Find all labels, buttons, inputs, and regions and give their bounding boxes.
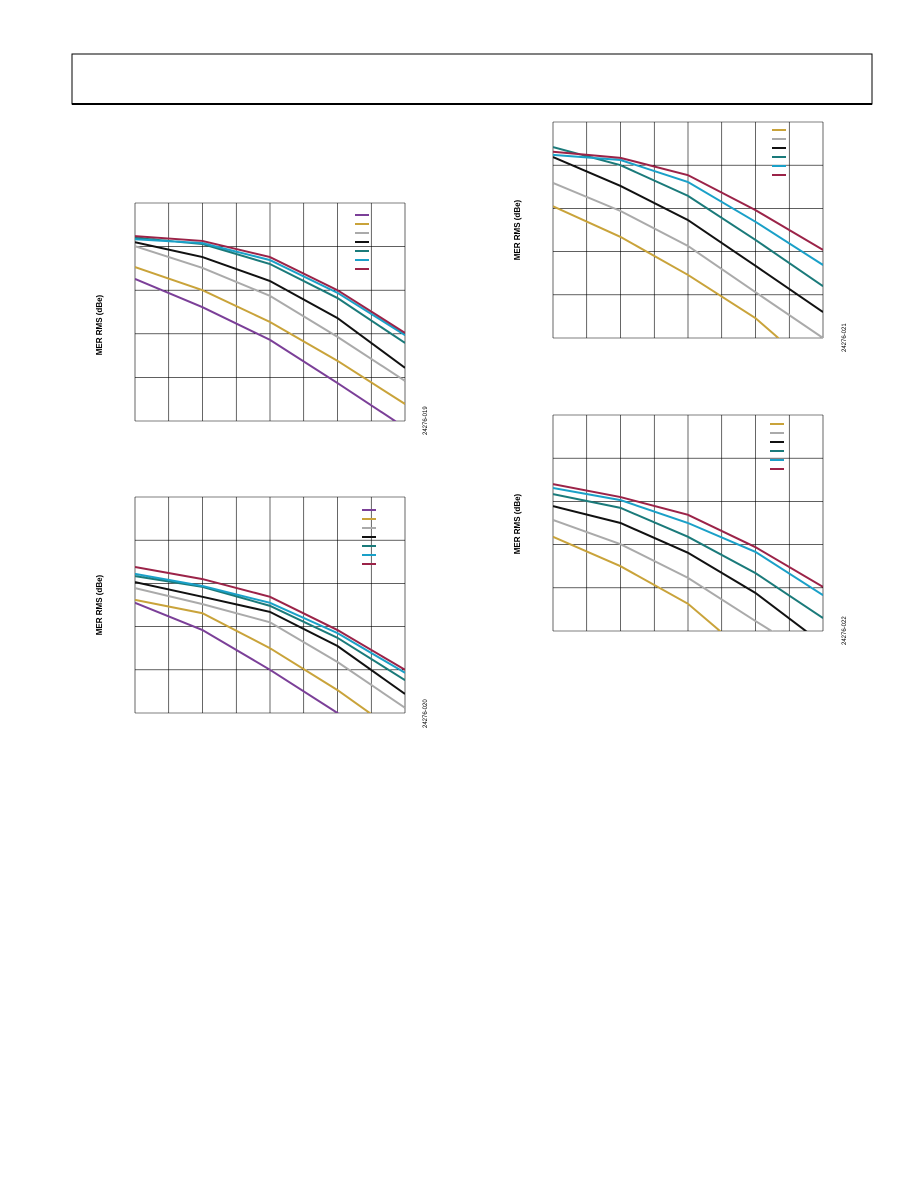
- figure-id: 24276-021: [842, 323, 848, 352]
- series-line: [135, 587, 405, 709]
- series-line: [135, 575, 405, 682]
- series-line: [135, 266, 405, 405]
- series-line: [553, 535, 722, 631]
- header-box: [71, 53, 873, 105]
- y-axis-label: MER RMS (dBe): [95, 574, 104, 635]
- series-line: [135, 601, 340, 713]
- series-line: [553, 181, 823, 338]
- figure-id: 24276-022: [842, 616, 848, 645]
- y-axis-label: MER RMS (dBe): [95, 294, 104, 355]
- series-line: [135, 235, 405, 334]
- series-line: [553, 205, 780, 338]
- series-line: [553, 487, 823, 596]
- figure-id: 24276-020: [423, 699, 429, 728]
- series-line: [135, 238, 405, 336]
- series-line: [553, 156, 823, 313]
- series-line: [553, 153, 823, 266]
- series-line: [135, 277, 397, 421]
- series-line: [135, 245, 405, 382]
- series-line: [135, 241, 405, 369]
- series-line: [553, 150, 823, 251]
- series-line: [135, 598, 372, 713]
- series-line: [553, 505, 808, 631]
- series-line: [135, 565, 405, 671]
- y-axis-label: MER RMS (dBe): [513, 493, 522, 554]
- series-line: [135, 581, 405, 695]
- series-line: [553, 483, 823, 588]
- series-line: [553, 493, 823, 619]
- y-axis-label: MER RMS (dBe): [513, 199, 522, 260]
- series-line: [135, 572, 405, 674]
- figure-id: 24276-019: [423, 406, 429, 435]
- series-line: [553, 519, 774, 631]
